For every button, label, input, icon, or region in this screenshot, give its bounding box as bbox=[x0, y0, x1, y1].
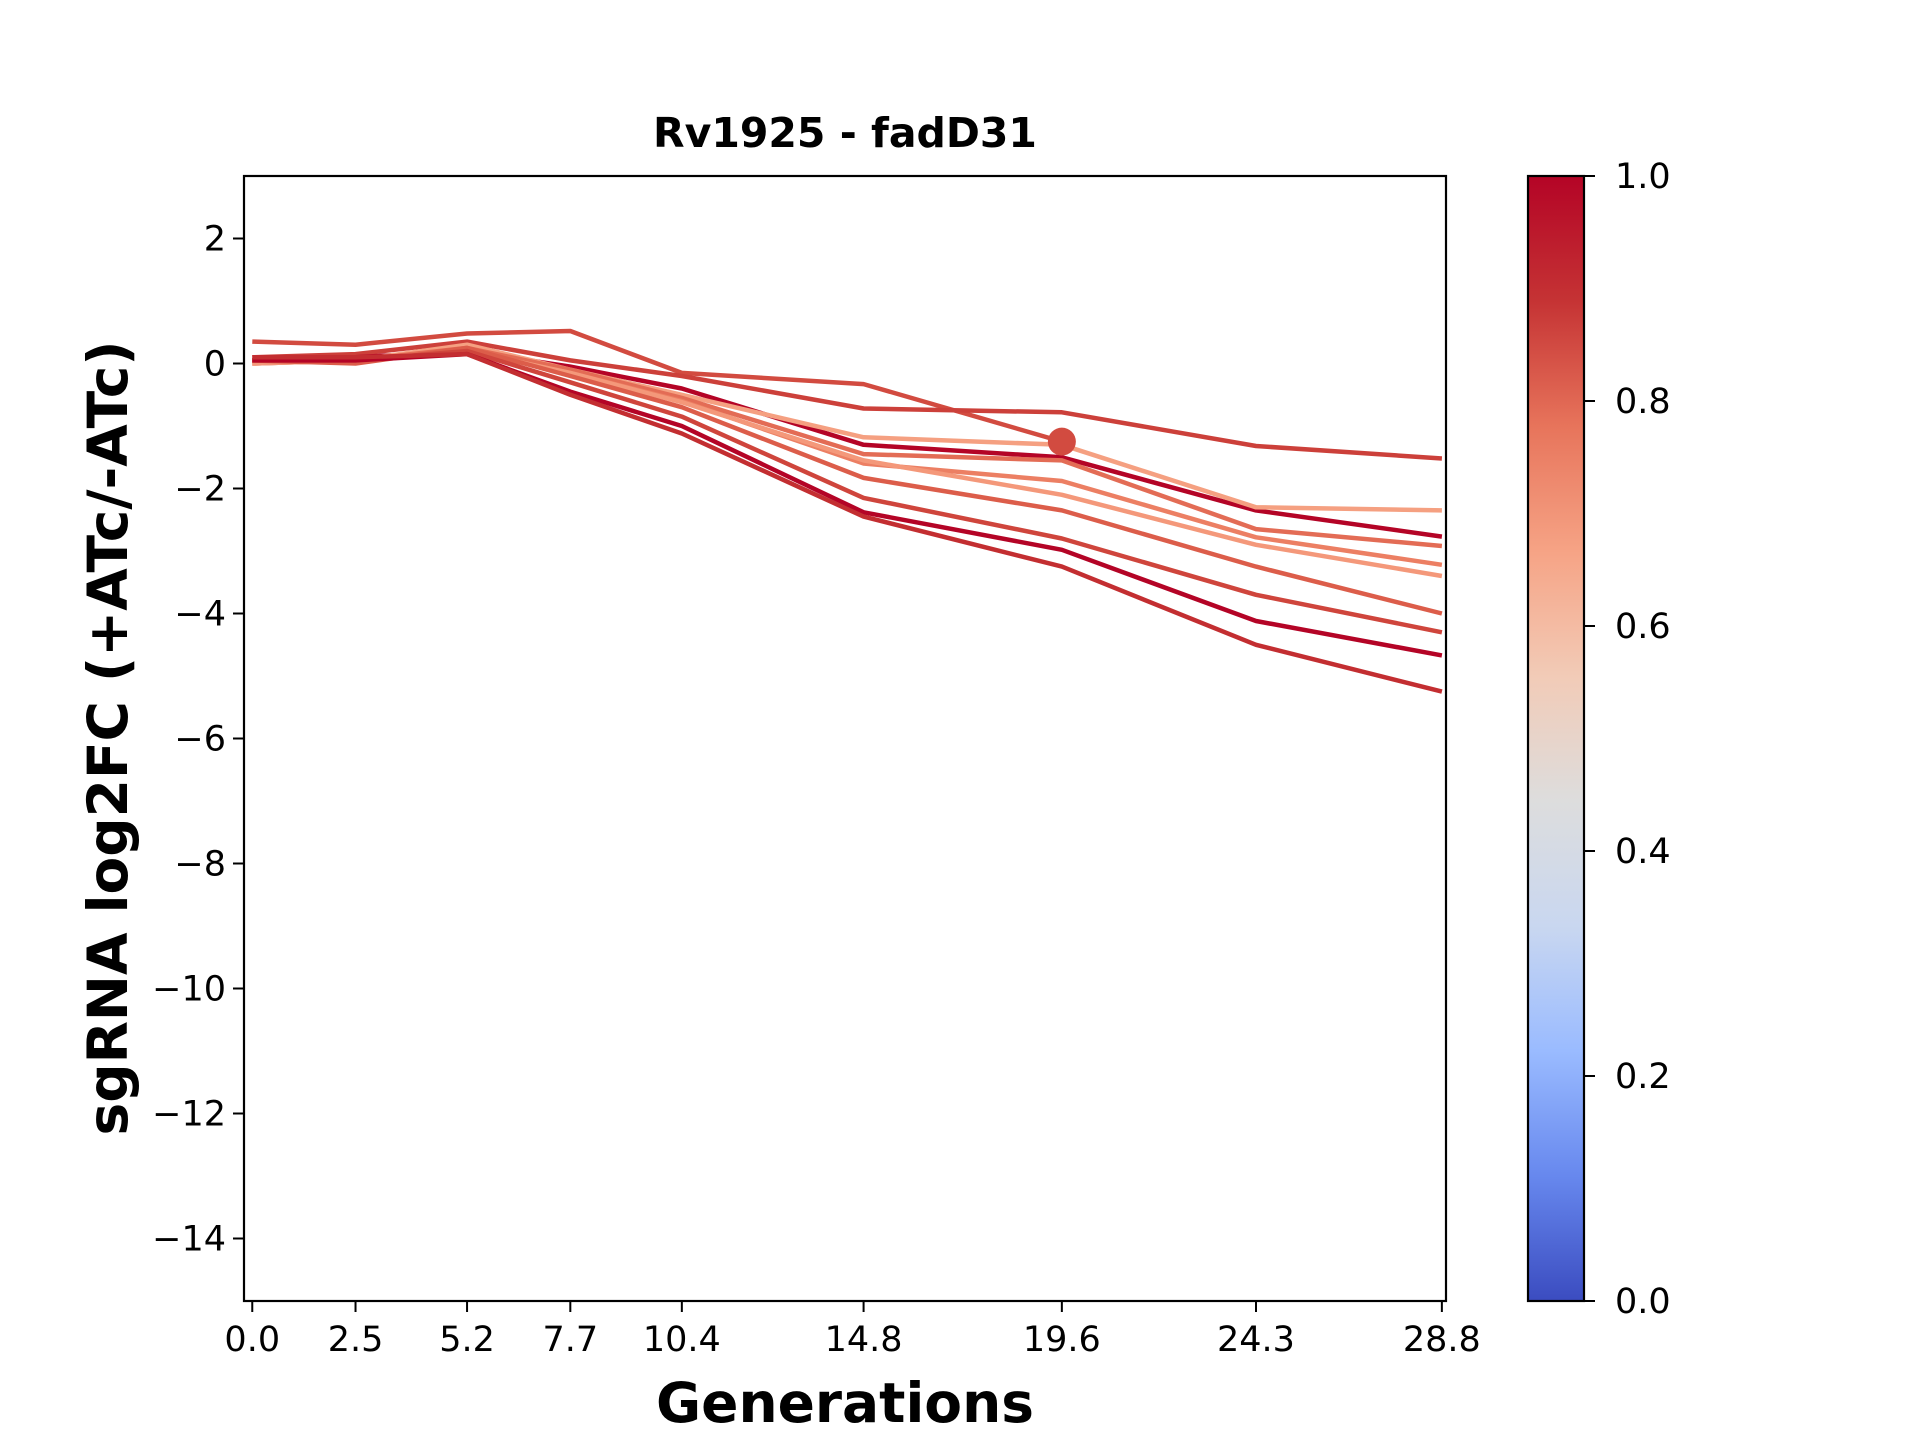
y-tick-label: −14 bbox=[152, 1220, 226, 1260]
highlight-point bbox=[1047, 427, 1076, 456]
x-tick-label: 28.8 bbox=[1403, 1320, 1481, 1360]
y-tick-label: −12 bbox=[152, 1095, 226, 1135]
y-tick-label: −4 bbox=[174, 595, 226, 635]
x-tick-label: 7.7 bbox=[542, 1320, 598, 1360]
x-tick-label: 19.6 bbox=[1023, 1320, 1101, 1360]
colorbar-tick-label: 0.6 bbox=[1615, 607, 1671, 647]
colorbar: 0.0 0.2 0.4 0.6 0.8 1.0 bbox=[1526, 157, 1671, 1322]
y-tick-label: −6 bbox=[174, 720, 226, 760]
marker-layer bbox=[1047, 427, 1076, 456]
colorbar-tick-label: 0.8 bbox=[1615, 382, 1671, 422]
x-tick-label: 0.0 bbox=[224, 1320, 280, 1360]
x-tick-label: 14.8 bbox=[825, 1320, 903, 1360]
series-line-1 bbox=[252, 328, 1063, 444]
series-layer bbox=[252, 328, 1443, 694]
colorbar-gradient bbox=[1526, 174, 1586, 1303]
colorbar-tick-label: 0.4 bbox=[1615, 832, 1671, 872]
chart-title: Rv1925 - fadD31 bbox=[653, 109, 1037, 157]
y-tick-label: 0 bbox=[204, 345, 226, 385]
y-axis: 2 0 −2 −4 −6 −8 −10 −12 −14 bbox=[152, 220, 244, 1260]
colorbar-tick-label: 0.0 bbox=[1615, 1282, 1671, 1322]
series-line-4 bbox=[252, 342, 1442, 513]
x-tick-label: 24.3 bbox=[1217, 1320, 1295, 1360]
x-axis: 0.0 2.5 5.2 7.7 10.4 14.8 19.6 24.3 28.8 bbox=[224, 1301, 1481, 1360]
series-line-9 bbox=[252, 348, 1443, 635]
y-tick-label: −10 bbox=[152, 970, 226, 1010]
x-tick-label: 5.2 bbox=[439, 1320, 495, 1360]
y-tick-label: −8 bbox=[174, 845, 226, 885]
series-line-8 bbox=[252, 345, 1443, 616]
y-tick-label: 2 bbox=[204, 220, 226, 260]
colorbar-tick-label: 1.0 bbox=[1615, 157, 1671, 197]
y-tick-label: −2 bbox=[174, 470, 226, 510]
x-tick-label: 2.5 bbox=[328, 1320, 384, 1360]
colorbar-tick-label: 0.2 bbox=[1615, 1057, 1671, 1097]
series-line-10 bbox=[252, 351, 1443, 658]
colorbar-ticks: 0.0 0.2 0.4 0.6 0.8 1.0 bbox=[1584, 157, 1671, 1322]
series-line-2 bbox=[252, 339, 1443, 461]
series-line-11 bbox=[252, 351, 1443, 694]
y-axis-label: sgRNA log2FC (+ATc/-ATc) bbox=[76, 340, 140, 1135]
x-tick-label: 10.4 bbox=[643, 1320, 721, 1360]
x-axis-label: Generations bbox=[656, 1371, 1034, 1435]
